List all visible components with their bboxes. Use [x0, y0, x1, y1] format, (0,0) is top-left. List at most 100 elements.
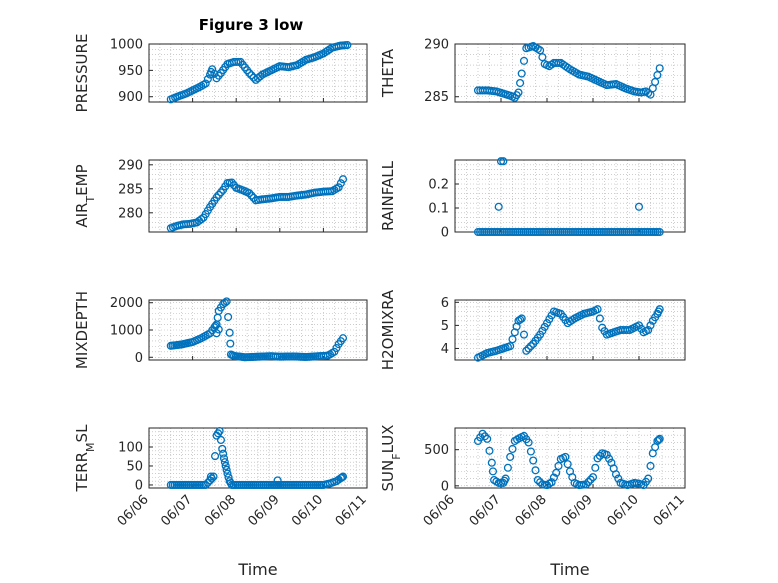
data-point [245, 189, 254, 198]
data-point [214, 325, 223, 334]
data-point [506, 342, 515, 351]
panel-air_temp: 280 285 290 AIRTEMP [73, 158, 368, 233]
data-point [273, 476, 282, 485]
data-point [634, 202, 644, 211]
data-point [554, 461, 563, 471]
panel-mixdepth: 0 1000 2000 MIXDEPTH [73, 291, 368, 369]
data-point [517, 69, 526, 78]
axes-frame [454, 299, 686, 361]
data-point [221, 461, 230, 471]
yaxis-label: MIXDEPTH [73, 291, 91, 369]
data-point [211, 452, 220, 461]
data-point [588, 473, 598, 482]
data-point [516, 78, 525, 88]
ytick-label: 4 [441, 342, 449, 357]
data-point [336, 179, 345, 188]
data-point [508, 444, 517, 454]
data-point [338, 472, 348, 481]
ytick-label: 285 [118, 182, 143, 197]
data-point [524, 344, 533, 353]
ytick-label: 5 [441, 319, 449, 334]
data-point [646, 461, 655, 471]
data-point [501, 474, 510, 483]
data-point [488, 467, 498, 476]
data-point [644, 325, 653, 335]
panel-rainfall: 0 0.1 0.2 RAINFALL [379, 157, 686, 241]
ytick-label: 950 [118, 64, 143, 79]
yaxis-label: RAINFALL [379, 160, 397, 231]
xtick-label: 06/11 [333, 492, 370, 529]
ytick-label: 6 [441, 296, 449, 311]
data-point [503, 463, 512, 472]
data-point [499, 157, 508, 166]
data-point [219, 449, 228, 458]
data-point [644, 474, 653, 483]
xaxis-label: Time [237, 560, 277, 579]
data-point [218, 444, 227, 453]
data-point [582, 480, 591, 489]
data-point [526, 447, 535, 456]
data-point [554, 58, 563, 68]
panel-terr_msl: 0 50 100 06/06 06/07 06/08 06/09 06/10 06/11 Time… [73, 424, 370, 579]
ytick-label: 290 [118, 158, 143, 173]
data-point [334, 183, 343, 192]
xtick-label: 06/10 [605, 492, 642, 529]
data-point [201, 480, 210, 490]
yaxis-label: H2OMIXRA [379, 289, 397, 370]
ytick-label: 0 [441, 226, 449, 241]
xtick-label: 06/07 [467, 492, 504, 529]
axes-frame [454, 43, 686, 103]
data-point [646, 321, 655, 330]
data-point [508, 335, 517, 344]
data-point [494, 202, 503, 211]
yaxis-label: THETA [379, 48, 397, 98]
axes-frame [454, 427, 686, 489]
ytick-label: 0 [441, 479, 449, 494]
ytick-label: 0.1 [428, 202, 449, 217]
data-point [216, 435, 225, 445]
data-point [516, 315, 525, 324]
data-point [496, 157, 506, 166]
data-point [487, 458, 496, 467]
xtick-label: 06/08 [513, 492, 550, 529]
data-point [514, 88, 523, 97]
data-point [552, 468, 561, 477]
data-point [655, 434, 664, 443]
data-point [478, 429, 487, 438]
data-point [226, 339, 235, 348]
data-point [614, 474, 623, 483]
data-point [593, 305, 602, 314]
ytick-label: 500 [424, 443, 449, 458]
data-point [655, 227, 664, 237]
data-point [531, 466, 540, 475]
figure-title: Figure 3 low [199, 16, 304, 34]
data-point [653, 436, 662, 446]
data-point [526, 342, 535, 351]
data-point [506, 452, 515, 461]
data-point [591, 463, 600, 472]
data-point [215, 426, 224, 436]
xtick-label: 06/10 [289, 492, 326, 529]
xaxis-label: Time [549, 560, 589, 579]
data-point [225, 328, 234, 337]
xtick-label: 06/06 [421, 492, 458, 529]
data-point [536, 46, 545, 55]
ytick-label: 1000 [110, 38, 143, 53]
ytick-label: 285 [424, 90, 449, 105]
yaxis-label: TERRMSL [73, 424, 97, 493]
ytick-label: 900 [118, 90, 143, 105]
yaxis-label: PRESSURE [73, 34, 91, 113]
data-point [536, 478, 545, 487]
data-point [209, 472, 218, 481]
panel-h2omixra: 4 5 6 H2OMIXRA [379, 289, 686, 370]
data-point [343, 41, 352, 50]
data-point [517, 314, 526, 323]
data-point [586, 475, 595, 484]
xtick-label: 06/07 [158, 492, 195, 529]
data-point [223, 469, 232, 478]
data-point [338, 175, 348, 184]
data-point [219, 454, 229, 463]
data-point [338, 334, 348, 343]
yaxis-label: SUNFLUX [379, 425, 403, 492]
data-point [538, 53, 547, 62]
